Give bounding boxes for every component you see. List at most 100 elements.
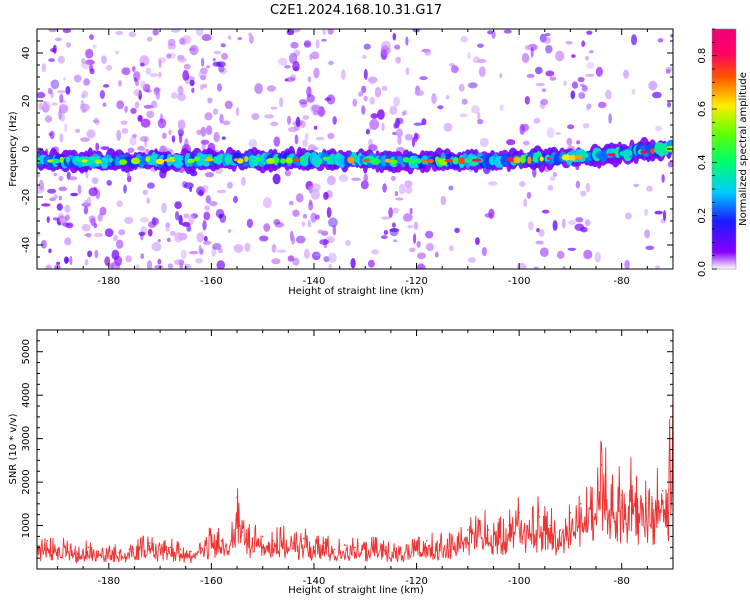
noise-speck [154,87,161,92]
snr-data-point [67,544,69,546]
snr-y-axis-label: SNR (10 * v/v) [8,413,19,484]
noise-speck [633,183,640,188]
noise-speck [523,198,527,208]
noise-speck [655,265,660,269]
noise-speck [425,230,434,239]
ridge-core [155,158,165,165]
noise-speck [249,35,254,44]
noise-speck [416,263,426,269]
snr-data-point [477,520,479,522]
noise-speck [233,244,244,253]
y-tick-label: -20 [21,189,32,205]
noise-speck [310,189,320,200]
snr-data-point [456,540,459,542]
noise-speck [575,180,581,189]
noise-speck [458,83,465,92]
colorbar-tick-label: 0.0 [697,261,708,277]
noise-speck [431,93,437,105]
noise-speck [322,29,326,36]
noise-speck [219,113,224,124]
noise-speck [361,105,366,115]
noise-speck [290,74,296,81]
x-tick-label: -80 [614,276,630,287]
noise-speck [445,94,450,100]
noise-speck [51,102,58,106]
noise-speck [218,248,223,254]
noise-speck [271,243,277,253]
noise-speck [307,219,312,228]
noise-speck [139,135,150,142]
noise-speck [178,214,183,226]
noise-speck [84,259,89,266]
ridge-core [458,157,466,165]
noise-speck [73,74,82,83]
noise-speck [526,73,535,78]
noise-speck [369,118,380,130]
snr-data-point [179,548,182,551]
ridge-core [212,156,219,164]
noise-speck [52,217,58,221]
ridge-core [274,157,280,164]
noise-speck [200,74,207,81]
noise-speck [519,181,526,187]
noise-speck [301,221,306,227]
noise-speck [227,229,232,234]
noise-speck [166,53,172,59]
noise-speck [351,177,361,181]
noise-speck [360,180,369,190]
noise-speck [416,240,421,248]
noise-speck [594,251,601,263]
ridge-core [187,158,195,164]
noise-speck [116,239,124,249]
noise-speck [167,263,173,269]
noise-speck [80,137,91,142]
noise-speck [289,200,294,206]
noise-speck [371,249,379,255]
snr-line [37,403,673,564]
noise-speck [577,76,585,83]
ridge-core [65,156,70,163]
snr-data-point [138,546,141,549]
noise-speck [421,118,427,126]
noise-speck [248,139,258,149]
noise-speck [116,129,122,141]
noise-speck [567,124,575,130]
noise-speck [179,263,184,269]
noise-speck [295,116,301,128]
noise-speck [266,85,276,92]
noise-speck [363,95,368,102]
noise-speck [571,54,576,58]
noise-speck [326,207,332,218]
noise-speck [661,174,665,183]
noise-speck [539,33,547,43]
snr-data-point [190,550,192,553]
noise-speck [220,43,226,48]
snr-data-point [528,529,531,531]
noise-speck [338,174,349,182]
noise-speck [171,135,176,143]
noise-speck [499,104,504,112]
noise-speck [86,196,92,208]
noise-speck [273,219,281,225]
noise-speck [291,235,295,245]
noise-speck [654,210,663,215]
ridge-core [428,158,434,164]
noise-speck [571,81,579,89]
noise-speck [397,135,402,146]
noise-speck [546,127,555,138]
noise-speck [539,247,549,257]
noise-speck [46,216,50,224]
snr-data-point [600,463,602,466]
noise-speck [434,251,439,258]
noise-speck [216,260,226,269]
noise-speck [140,253,144,260]
noise-speck [404,180,413,189]
snr-data-point [118,551,120,554]
noise-speck [222,120,231,126]
noise-speck [205,172,214,178]
ridge-core [347,156,355,164]
y-tick-label: 4000 [21,382,32,407]
colorbar-gradient [712,29,736,269]
ridge-core [322,156,331,161]
noise-speck [555,50,565,62]
